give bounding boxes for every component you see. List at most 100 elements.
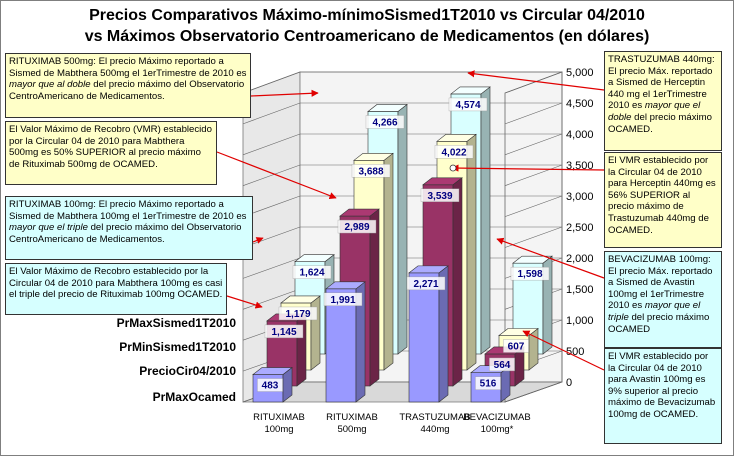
y-tick-label: 0 — [566, 377, 572, 389]
data-label-prminsismed1t2010-trastuzumab-440mg: 4,022 — [441, 147, 466, 158]
gridline-right — [504, 102, 563, 125]
y-tick-label: 2,500 — [566, 222, 594, 234]
y-tick-label: 1,500 — [566, 284, 594, 296]
gridline-left — [242, 102, 301, 125]
series-label-prmaxocamed: PrMaxOcamed — [153, 390, 236, 404]
annotation-arrow — [252, 237, 264, 244]
gridline-right — [504, 226, 563, 248]
bar-front — [408, 272, 440, 403]
data-label-prmaxocamed-rituximab-100mg: 483 — [262, 381, 279, 392]
data-label-box — [448, 97, 488, 112]
data-label-prminsismed1t2010-bevacizumab-100mg: 607 — [508, 341, 525, 352]
x-category-label: BEVACIZUMAB — [463, 412, 530, 423]
chart-title-line1: Precios Comparativos Máximo-mínimoSismed… — [89, 7, 645, 24]
data-label-box — [323, 292, 363, 306]
gridline-right — [504, 195, 563, 217]
data-label-box — [489, 357, 515, 372]
data-label-box — [292, 265, 332, 279]
data-label-prmaxsismed1t2010-rituximab-100mg: 1,624 — [299, 268, 324, 279]
gridline-right — [504, 164, 563, 186]
bar-top — [252, 367, 293, 375]
data-label-prmaxocamed-trastuzumab-440mg: 2,271 — [413, 279, 438, 290]
bar-top — [325, 281, 366, 290]
data-label-box — [510, 266, 550, 281]
bar-side — [452, 177, 463, 387]
y-tick-label: 4,000 — [566, 129, 594, 141]
annotation-bevacizumab-vmr: El VMR establecido por la Circular 04 de… — [604, 348, 722, 444]
data-label-box — [264, 324, 304, 339]
bar-side — [369, 208, 380, 387]
bar-prmaxocamed-trastuzumab-440mg — [408, 265, 449, 403]
data-label-box — [475, 376, 501, 390]
annotation-arrow — [216, 151, 337, 200]
annotation-trastuzumab-vmr: El VMR establecido por la Circular 04 de… — [604, 152, 722, 248]
data-label-prmaxsismed1t2010-rituximab-500mg: 4,266 — [372, 117, 397, 128]
gridline-right — [504, 381, 563, 403]
y-tick-label: 5,000 — [566, 67, 594, 79]
annotation-arrow — [250, 89, 319, 97]
arrow-anchor-dot — [449, 164, 457, 172]
gridline-left — [242, 288, 301, 310]
annotation-trastuzumab-max: TRASTUZUMAB 440mg: El precio Máx. report… — [604, 51, 722, 151]
series-label-prminsismed1t2010: PrMinSismed1T2010 — [119, 340, 236, 354]
x-category-label: 100mg — [264, 424, 293, 435]
chart-title-line2: vs Máximos Observatorio Centroamericano … — [84, 28, 650, 45]
y-tick-label: 3,000 — [566, 191, 594, 203]
x-category-label: 500mg — [337, 424, 366, 435]
data-label-box — [278, 306, 318, 321]
x-category-label: TRASTUZUMAB — [399, 412, 470, 423]
gridline-left — [242, 71, 301, 94]
x-category-label: RITUXIMAB — [253, 412, 305, 423]
gridline-right — [504, 133, 563, 156]
bar-side — [397, 103, 408, 355]
data-label-prmaxocamed-rituximab-500mg: 1,991 — [330, 295, 355, 306]
bar-top — [436, 134, 477, 142]
gridline-left — [242, 133, 301, 156]
bar-top — [408, 265, 449, 274]
bar-top — [450, 86, 491, 95]
data-label-preciocir04-2010-rituximab-500mg: 2,989 — [344, 222, 369, 233]
annotation-arrow — [522, 330, 605, 371]
bar-top — [512, 255, 553, 264]
x-category-label: 100mg* — [481, 424, 514, 435]
bar-front — [325, 288, 357, 403]
bar-side — [466, 133, 477, 371]
annotation-rituximab-500-vmr: El Valor Máximo de Recobro (VMR) estable… — [5, 121, 217, 185]
y-tick-label: 1,000 — [566, 315, 594, 327]
annotation-arrow — [467, 70, 605, 91]
data-label-preciocir04-2010-trastuzumab-440mg: 3,539 — [427, 191, 452, 202]
bar-top — [280, 295, 321, 304]
bar-top — [294, 254, 335, 262]
bar-top — [353, 153, 394, 161]
data-label-prmaxocamed-bevacizumab-100mg: 516 — [480, 379, 497, 390]
x-category-label: 440mg — [420, 424, 449, 435]
x-category-label: RITUXIMAB — [326, 412, 378, 423]
data-label-prmaxsismed1t2010-bevacizumab-100mg: 1,598 — [517, 269, 542, 280]
bar-top — [339, 208, 380, 217]
y-tick-label: 4,500 — [566, 98, 594, 110]
data-label-preciocir04-2010-bevacizumab-100mg: 564 — [494, 360, 511, 371]
data-label-box — [406, 276, 446, 291]
bar-side — [480, 86, 491, 355]
data-label-box — [434, 145, 474, 159]
bar-top — [367, 104, 408, 112]
annotation-arrow — [496, 237, 605, 279]
data-label-box — [420, 188, 460, 202]
series-label-prmaxsismed1t2010: PrMaxSismed1T2010 — [117, 316, 237, 330]
data-label-box — [257, 378, 283, 392]
gridline-right — [504, 71, 563, 94]
series-label-preciocir04-2010: PrecioCir04/2010 — [139, 364, 236, 378]
data-label-box — [365, 115, 405, 129]
data-label-prminsismed1t2010-rituximab-500mg: 3,688 — [358, 166, 383, 177]
data-label-box — [337, 219, 377, 234]
data-label-preciocir04-2010-rituximab-100mg: 1,145 — [271, 327, 296, 338]
data-label-box — [503, 339, 529, 353]
bar-side — [383, 152, 394, 371]
bar-top — [422, 177, 463, 186]
annotation-rituximab-100-max: RITUXIMAB 100mg: El precio Máximo report… — [5, 196, 253, 260]
gridline-left — [242, 257, 301, 279]
annotation-rituximab-100-vmr: El Valor Máximo de Recobro establecido p… — [5, 263, 227, 315]
annotation-arrow — [451, 164, 605, 172]
data-label-box — [351, 164, 391, 178]
